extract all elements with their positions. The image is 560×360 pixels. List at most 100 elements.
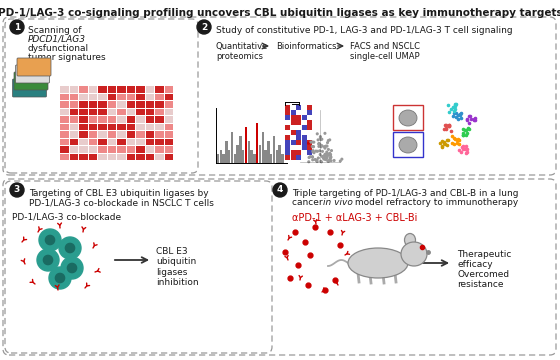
Bar bbox=[117, 153, 125, 160]
Bar bbox=[307, 130, 312, 135]
Point bbox=[457, 149, 466, 155]
Bar bbox=[79, 116, 87, 122]
Bar bbox=[285, 130, 290, 135]
Text: αPD-1 + αLAG-3 + CBL-Bi: αPD-1 + αLAG-3 + CBL-Bi bbox=[292, 213, 417, 223]
Bar bbox=[79, 94, 87, 100]
Point bbox=[323, 143, 332, 149]
Point bbox=[450, 103, 459, 108]
Bar bbox=[69, 139, 78, 145]
Point bbox=[447, 134, 456, 139]
Point bbox=[323, 151, 332, 157]
Bar bbox=[117, 108, 125, 115]
Bar bbox=[291, 130, 296, 135]
Bar bbox=[79, 86, 87, 93]
Bar bbox=[291, 150, 296, 155]
Bar bbox=[88, 94, 97, 100]
Bar bbox=[146, 101, 154, 108]
Bar bbox=[301, 150, 306, 155]
Bar bbox=[98, 131, 106, 138]
Bar bbox=[285, 140, 290, 145]
Bar bbox=[264, 149, 267, 163]
Bar bbox=[155, 101, 164, 108]
Point bbox=[336, 158, 345, 164]
Text: 3: 3 bbox=[14, 185, 20, 194]
Bar bbox=[146, 94, 154, 100]
Bar bbox=[267, 140, 269, 163]
Bar bbox=[88, 131, 97, 138]
Point bbox=[304, 159, 313, 165]
Bar bbox=[165, 101, 173, 108]
Point bbox=[321, 155, 330, 161]
Point bbox=[441, 125, 450, 131]
Bar bbox=[296, 105, 301, 110]
Bar bbox=[117, 101, 125, 108]
Point bbox=[312, 159, 321, 165]
Point bbox=[320, 144, 329, 149]
Point bbox=[451, 114, 460, 120]
Point bbox=[458, 144, 467, 149]
Point bbox=[315, 148, 324, 154]
Bar bbox=[127, 108, 135, 115]
Bar bbox=[242, 149, 244, 163]
Bar bbox=[165, 116, 173, 122]
Bar bbox=[155, 94, 164, 100]
Point bbox=[451, 101, 460, 107]
Point bbox=[311, 148, 320, 154]
Bar bbox=[270, 154, 272, 163]
Point bbox=[454, 136, 463, 142]
Point bbox=[320, 156, 329, 162]
Bar bbox=[117, 94, 125, 100]
Point bbox=[318, 154, 326, 159]
Point bbox=[441, 141, 450, 147]
Point bbox=[442, 137, 451, 143]
Point bbox=[462, 127, 471, 133]
Ellipse shape bbox=[404, 234, 416, 247]
Point bbox=[324, 147, 333, 152]
Bar bbox=[98, 101, 106, 108]
Circle shape bbox=[55, 273, 64, 283]
Point bbox=[314, 137, 323, 143]
Bar bbox=[117, 146, 125, 153]
Bar bbox=[307, 140, 312, 145]
Bar bbox=[108, 108, 116, 115]
Bar bbox=[393, 132, 423, 157]
Bar bbox=[262, 131, 264, 163]
Bar bbox=[155, 86, 164, 93]
Point bbox=[463, 149, 472, 155]
Bar bbox=[98, 94, 106, 100]
Point bbox=[438, 144, 447, 150]
Point bbox=[318, 136, 326, 142]
Bar bbox=[307, 105, 312, 110]
Point bbox=[308, 139, 317, 145]
Point bbox=[316, 134, 325, 140]
Bar bbox=[69, 131, 78, 138]
Bar bbox=[155, 116, 164, 122]
Bar bbox=[276, 149, 278, 163]
Point bbox=[309, 139, 318, 145]
Point bbox=[446, 128, 455, 134]
Point bbox=[316, 142, 325, 148]
Point bbox=[318, 149, 327, 154]
Bar bbox=[285, 105, 290, 110]
Bar bbox=[301, 135, 306, 140]
Point bbox=[304, 140, 313, 146]
Point bbox=[461, 146, 470, 152]
Bar bbox=[69, 123, 78, 130]
Bar bbox=[146, 116, 154, 122]
Point bbox=[449, 110, 458, 116]
Bar bbox=[79, 131, 87, 138]
Point bbox=[324, 152, 333, 158]
Point bbox=[459, 132, 468, 138]
Bar bbox=[253, 154, 255, 163]
Point bbox=[321, 154, 330, 159]
Point bbox=[449, 108, 458, 114]
FancyBboxPatch shape bbox=[12, 79, 46, 97]
Bar bbox=[291, 140, 296, 145]
Point bbox=[470, 116, 479, 121]
Point bbox=[317, 159, 326, 165]
Bar bbox=[250, 149, 253, 163]
Point bbox=[337, 156, 346, 162]
Bar bbox=[259, 145, 261, 163]
Point bbox=[325, 158, 334, 163]
Bar bbox=[136, 94, 144, 100]
